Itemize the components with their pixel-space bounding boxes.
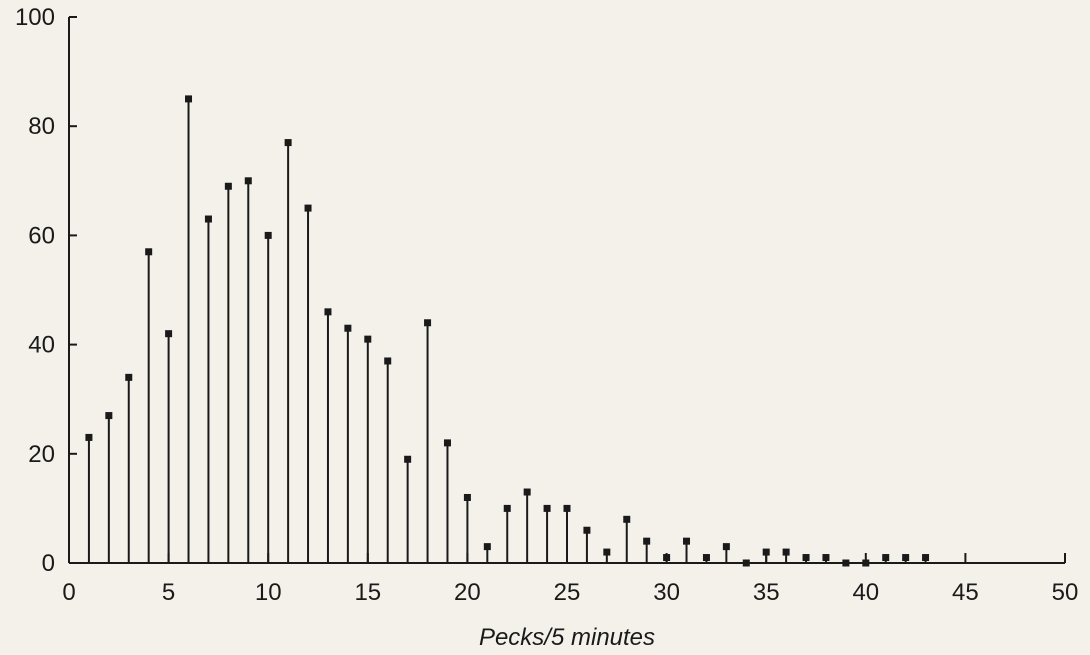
stem-marker bbox=[922, 554, 930, 562]
stem-marker bbox=[822, 554, 830, 562]
x-tick-label: 0 bbox=[62, 579, 75, 606]
stem-marker bbox=[125, 373, 133, 381]
stem-marker bbox=[404, 455, 412, 463]
stem-marker bbox=[185, 95, 193, 103]
stem-marker bbox=[643, 537, 651, 545]
x-tick-label: 10 bbox=[255, 579, 282, 606]
stems bbox=[85, 95, 930, 567]
stem-marker bbox=[165, 330, 173, 338]
stem-marker bbox=[503, 504, 511, 512]
stem-marker bbox=[204, 215, 212, 223]
x-tick-label: 40 bbox=[852, 579, 879, 606]
stem-marker bbox=[663, 554, 671, 562]
stem-marker bbox=[244, 177, 252, 185]
stem-marker bbox=[722, 543, 730, 551]
stem-marker bbox=[882, 554, 890, 562]
stem-marker bbox=[224, 182, 232, 190]
y-tick-labels: 0 20 40 60 80 100 bbox=[15, 4, 55, 577]
stem-marker bbox=[563, 504, 571, 512]
stem-marker bbox=[782, 548, 790, 556]
x-tick-label: 20 bbox=[454, 579, 481, 606]
y-tick-label: 100 bbox=[15, 4, 55, 31]
stem-marker bbox=[443, 439, 451, 447]
x-tick-label: 15 bbox=[354, 579, 381, 606]
stem-marker bbox=[284, 139, 292, 147]
y-tick-label: 40 bbox=[28, 332, 55, 359]
axes bbox=[68, 16, 1066, 564]
x-tick-label: 50 bbox=[1052, 579, 1079, 606]
stem-marker bbox=[483, 543, 491, 551]
x-tick-label: 45 bbox=[952, 579, 979, 606]
x-tick-label: 35 bbox=[753, 579, 780, 606]
stem-marker bbox=[623, 515, 631, 523]
stem-marker bbox=[264, 231, 272, 239]
y-tick-label: 80 bbox=[28, 113, 55, 140]
x-tick-label: 25 bbox=[554, 579, 581, 606]
stem-marker bbox=[702, 554, 710, 562]
stem-marker bbox=[463, 493, 471, 501]
stem-marker bbox=[523, 488, 531, 496]
stem-marker bbox=[324, 308, 332, 316]
x-tick-label: 5 bbox=[162, 579, 175, 606]
x-tick-labels: 0 5 10 15 20 25 30 35 40 45 50 bbox=[62, 579, 1078, 606]
stem-marker bbox=[862, 559, 870, 567]
stem-marker bbox=[902, 554, 910, 562]
y-tick-label: 0 bbox=[42, 550, 55, 577]
stem-marker bbox=[842, 559, 850, 567]
stem-marker bbox=[424, 319, 432, 327]
y-tick-label: 60 bbox=[28, 222, 55, 249]
stem-marker bbox=[304, 204, 312, 212]
stem-marker bbox=[683, 537, 691, 545]
stem-marker bbox=[742, 559, 750, 567]
stem-marker bbox=[583, 526, 591, 534]
stem-marker bbox=[603, 548, 611, 556]
x-tick-label: 30 bbox=[653, 579, 680, 606]
stem-marker bbox=[85, 433, 93, 441]
stem-marker bbox=[105, 412, 113, 420]
stem-marker bbox=[364, 335, 372, 343]
stem-marker bbox=[762, 548, 770, 556]
stem-marker bbox=[802, 554, 810, 562]
stem-marker bbox=[384, 357, 392, 365]
y-tick-label: 20 bbox=[28, 441, 55, 468]
stem-marker bbox=[344, 324, 352, 332]
stem-marker bbox=[543, 504, 551, 512]
x-axis-label: Pecks/5 minutes bbox=[479, 624, 655, 651]
stem-marker bbox=[145, 248, 153, 256]
